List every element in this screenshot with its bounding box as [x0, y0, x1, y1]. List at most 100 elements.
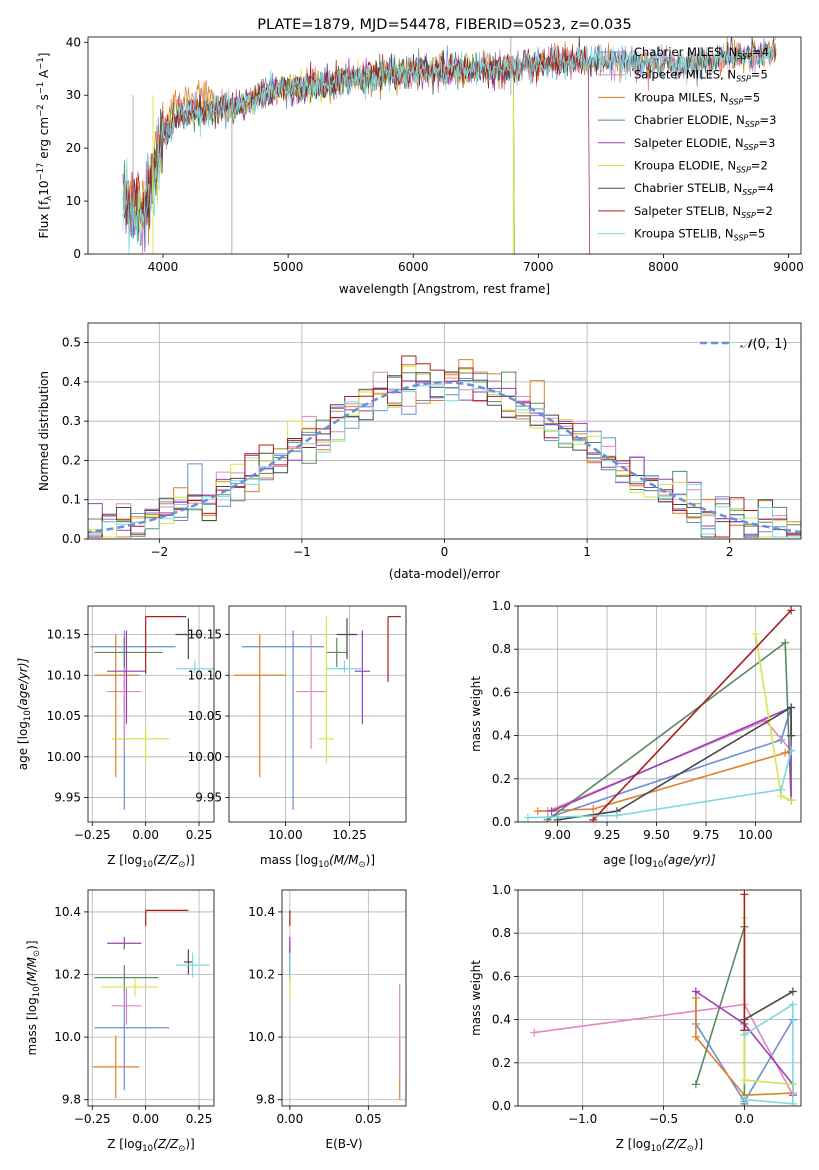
- legend-ssp: SSP: [745, 120, 760, 129]
- y-tick-label: 0.6: [492, 969, 511, 983]
- x-tick-label: 6000: [398, 260, 429, 274]
- y-tick-label: 10.4: [248, 905, 275, 919]
- y-tick-label: 0.5: [62, 336, 81, 350]
- x-tick-label: 5000: [273, 260, 304, 274]
- x-axis-label: Z [log10(Z/Z⊙)]: [616, 1137, 704, 1154]
- data-point: [318, 616, 335, 764]
- legend-ssp: SSP: [742, 188, 757, 197]
- plot-area: [282, 890, 406, 1106]
- data-point: [145, 909, 189, 926]
- series-marker: [788, 1000, 797, 1009]
- y-tick-label: 20: [66, 141, 81, 155]
- y-axis-label-part: ]: [37, 53, 51, 58]
- legend-name: Chabrier MILES: [634, 45, 721, 59]
- x-axis-label: (data-model)/error: [389, 567, 500, 581]
- series-line: [537, 749, 792, 812]
- y-axis-label: Flux [fλ10−17 erg cm−2 s−1 A−1]: [36, 53, 54, 239]
- data-point: [184, 949, 193, 975]
- chart-4: 9.00 9.25 9.50 9.75 10.00 0.0 0.2 0.4 0.6 0.8 1.0 a…: [469, 599, 802, 870]
- y-tick-label: 9.95: [195, 791, 222, 805]
- legend-name: Salpeter STELIB: [634, 204, 725, 218]
- legend-nssp: 2: [760, 159, 767, 173]
- legend-nssp: 3: [768, 136, 775, 150]
- series-line: [592, 609, 792, 821]
- series-marker: [523, 813, 532, 822]
- y-tick-label: 0.0: [62, 532, 81, 546]
- series-line: [695, 926, 746, 1104]
- y-axis-label-part: A: [37, 69, 51, 82]
- axes-frame: [87, 36, 802, 255]
- y-axis-label-part: 10: [23, 710, 33, 721]
- x-tick-label: 10.00: [268, 828, 302, 842]
- axes-frame: [517, 889, 802, 1107]
- legend-eq: =: [751, 159, 761, 173]
- series-marker: [589, 805, 598, 814]
- legend-eq: =: [756, 204, 766, 218]
- legend-n: , N: [725, 204, 741, 218]
- legend-n: , N: [713, 90, 729, 104]
- x-axis-label-part: ⊙: [359, 860, 366, 870]
- series-marker: [691, 1080, 700, 1089]
- x-tick-label: 0.0: [735, 1112, 754, 1126]
- y-axis-label: Normed distribution: [37, 371, 51, 491]
- data-point: [107, 936, 142, 950]
- x-axis-label: E(B-V): [325, 1137, 362, 1151]
- y-tick-label: 10.15: [188, 628, 222, 642]
- data-point: [234, 634, 286, 778]
- y-axis-label-part: age [log: [16, 721, 30, 770]
- x-axis-label: Z [log10(Z/Z⊙)]: [107, 1137, 195, 1154]
- data-point: [326, 637, 347, 668]
- y-tick-label: 10.2: [54, 968, 81, 982]
- x-axis-label-part: 10: [652, 860, 663, 870]
- x-axis-label-part: 10: [142, 1144, 153, 1154]
- series-marker: [787, 703, 796, 712]
- histogram-step: [88, 381, 801, 538]
- legend-name: Kroupa MILES: [634, 90, 713, 104]
- series-marker: [547, 807, 556, 816]
- x-axis-label-part: (Z/Z: [153, 853, 179, 867]
- x-axis-label-part: Z [log: [616, 1137, 651, 1151]
- legend-entry: Kroupa STELIB, NSSP=5: [634, 227, 765, 243]
- x-tick-label: −0.5: [649, 1112, 678, 1126]
- x-axis-label-part: 10: [651, 1144, 662, 1154]
- data-point: [90, 630, 176, 810]
- y-tick-label: 1.0: [492, 883, 511, 897]
- series-line: [695, 998, 793, 1097]
- x-axis-label: mass [log10(M/M⊙)]: [260, 853, 375, 870]
- gaussian-curve: [88, 381, 801, 534]
- data-point: [94, 634, 140, 778]
- series-marker: [777, 785, 786, 794]
- legend-ssp: SSP: [737, 52, 752, 61]
- legend-eq: =: [758, 136, 768, 150]
- series-marker: [788, 1099, 797, 1106]
- legend-n: , N: [721, 45, 737, 59]
- axes-frame: [517, 605, 802, 823]
- y-tick-label: 0.0: [492, 1099, 511, 1113]
- legend-nssp: 4: [762, 45, 769, 59]
- legend-nssp: 5: [758, 227, 765, 241]
- legend-name: Chabrier ELODIE: [634, 113, 729, 127]
- data-point: [111, 726, 170, 764]
- x-tick-label: 9.75: [693, 828, 720, 842]
- series-marker: [740, 890, 749, 899]
- data-point: [111, 987, 142, 1025]
- y-axis-label-part: )]: [25, 940, 39, 949]
- legend-eq: =: [752, 45, 762, 59]
- axes-frame: [281, 889, 407, 1107]
- x-axis-label-part: ⊙: [178, 860, 185, 870]
- y-tick-label: 0.8: [492, 926, 511, 940]
- x-axis-label-part: 10: [142, 860, 153, 870]
- y-tick-label: 10.00: [47, 750, 81, 764]
- legend-n: , N: [728, 136, 744, 150]
- data-point: [92, 1035, 140, 1099]
- data-point: [295, 634, 327, 749]
- series-marker: [612, 811, 621, 820]
- grid: [518, 890, 801, 1106]
- data-point: [175, 618, 202, 659]
- y-axis-label-part: (age/yr)]: [16, 657, 30, 710]
- series-marker: [691, 987, 700, 996]
- legend-eq: =: [743, 90, 753, 104]
- legend-n: , N: [718, 227, 734, 241]
